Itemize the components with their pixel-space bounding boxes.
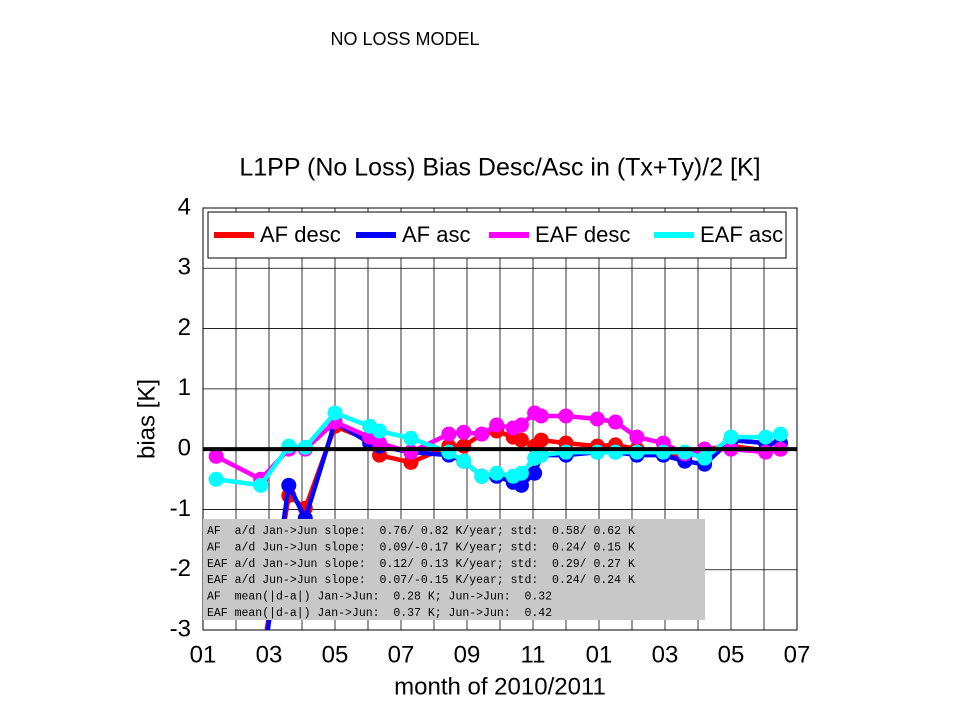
data-point <box>677 444 693 460</box>
x-tick-label: 01 <box>586 641 613 668</box>
x-tick-label: 07 <box>784 641 811 668</box>
legend-label: EAF desc <box>535 222 630 247</box>
data-point <box>513 417 529 433</box>
data-point <box>474 468 490 484</box>
data-point <box>533 408 549 424</box>
data-point <box>403 454 419 470</box>
annotation-line: EAF mean(|d-a|) Jan->Jun: 0.37 K; Jun->J… <box>207 607 552 620</box>
data-point <box>629 429 645 445</box>
y-tick-label: 0 <box>178 434 191 461</box>
annotation-line: EAF a/d Jan->Jun slope: 0.12/ 0.13 K/yea… <box>207 558 635 571</box>
x-tick-label: 05 <box>322 641 349 668</box>
data-point <box>773 426 788 442</box>
data-point <box>456 438 472 454</box>
y-tick-label: -1 <box>170 495 191 522</box>
annotation-line: EAF a/d Jun->Jun slope: 0.07/-0.15 K/yea… <box>207 574 635 587</box>
data-point <box>253 477 269 493</box>
data-point <box>513 432 529 448</box>
page-header: NO LOSS MODEL <box>330 29 479 49</box>
data-point <box>758 444 774 460</box>
legend-label: AF asc <box>402 222 470 247</box>
data-point <box>474 426 490 442</box>
data-point <box>608 414 623 430</box>
legend-label: AF desc <box>260 222 341 247</box>
annotation-line: AF mean(|d-a|) Jan->Jun: 0.28 K; Jun->Ju… <box>207 591 552 604</box>
y-tick-label: -3 <box>170 615 191 642</box>
data-point <box>589 411 605 427</box>
data-point <box>723 429 739 445</box>
data-point <box>608 444 623 460</box>
data-point <box>697 450 713 466</box>
data-point <box>558 408 574 424</box>
data-point <box>456 424 472 440</box>
data-point <box>281 477 297 493</box>
data-point <box>489 417 505 433</box>
data-point <box>403 444 419 460</box>
data-point <box>372 435 388 451</box>
x-tick-label: 03 <box>652 641 679 668</box>
data-point <box>527 465 543 481</box>
chart-title: L1PP (No Loss) Bias Desc/Asc in (Tx+Ty)/… <box>239 154 760 182</box>
x-tick-label: 05 <box>718 641 745 668</box>
data-point <box>281 438 297 454</box>
legend-label: EAF asc <box>700 222 783 247</box>
data-point <box>456 453 472 469</box>
annotation-line: AF a/d Jun->Jun slope: 0.09/-0.17 K/year… <box>207 541 635 554</box>
data-point <box>253 671 268 686</box>
x-tick-label: 03 <box>256 641 283 668</box>
data-point <box>372 423 388 439</box>
data-point <box>208 448 224 464</box>
y-tick-label: 2 <box>178 314 191 341</box>
y-axis-label: bias [K] <box>133 379 160 459</box>
data-point <box>441 444 457 460</box>
data-point <box>589 444 605 460</box>
annotation-box <box>203 519 705 620</box>
y-tick-label: 3 <box>178 254 191 281</box>
data-point <box>489 465 505 481</box>
x-tick-label: 07 <box>388 641 415 668</box>
data-point <box>655 444 671 460</box>
x-tick-label: 11 <box>521 641 546 668</box>
data-point <box>629 444 645 460</box>
data-point <box>327 405 343 421</box>
x-axis-label: month of 2010/2011 <box>394 673 606 700</box>
y-tick-label: 4 <box>178 193 191 220</box>
data-point <box>208 471 224 487</box>
y-tick-label: 1 <box>178 374 191 401</box>
data-point <box>441 426 457 442</box>
y-tick-label: -2 <box>170 555 191 582</box>
x-tick-label: 01 <box>190 641 217 668</box>
data-point <box>403 430 419 446</box>
data-point <box>513 465 529 481</box>
data-point <box>558 444 574 460</box>
x-tick-label: 09 <box>454 641 481 668</box>
annotation-line: AF a/d Jan->Jun slope: 0.76/ 0.82 K/year… <box>207 525 635 538</box>
data-point <box>533 447 549 463</box>
data-point <box>533 432 549 448</box>
data-point <box>758 429 774 445</box>
